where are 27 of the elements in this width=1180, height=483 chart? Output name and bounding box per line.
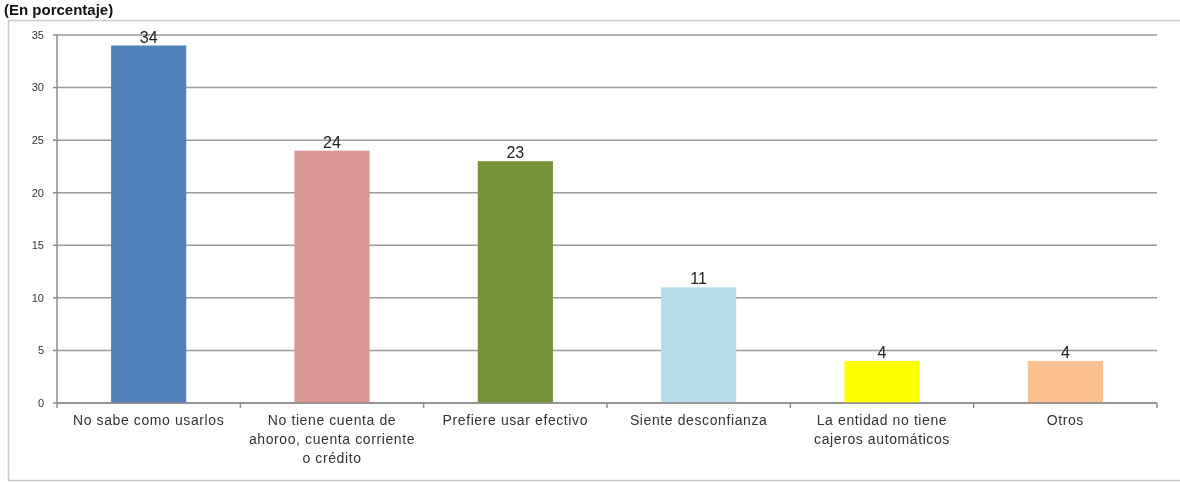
x-tick-label: Prefiere usar efectivo bbox=[442, 412, 589, 428]
x-tick-label: La entidad no tiene cajeros automáticos bbox=[814, 412, 950, 447]
y-tick-label: 10 bbox=[31, 291, 44, 304]
y-tick-label: 30 bbox=[31, 81, 44, 94]
y-tick-label: 35 bbox=[31, 28, 44, 41]
y-tick-label: 0 bbox=[37, 396, 44, 409]
y-tick-label: 5 bbox=[37, 344, 44, 357]
data-label: 24 bbox=[323, 133, 341, 151]
data-label: 23 bbox=[506, 144, 525, 162]
data-label: 4 bbox=[877, 343, 887, 361]
x-tick-label: No sabe como usarlos bbox=[73, 412, 225, 428]
chart-title: (En porcentaje) bbox=[4, 1, 114, 18]
data-label: 4 bbox=[1060, 343, 1070, 361]
bar bbox=[294, 150, 370, 403]
bar bbox=[844, 360, 920, 403]
y-tick-label: 25 bbox=[31, 133, 44, 146]
bar bbox=[111, 45, 187, 403]
data-label: 34 bbox=[139, 28, 158, 46]
x-tick-label: No tiene cuenta de ahoroo, cuenta corriente o crédito bbox=[248, 412, 416, 466]
data-label: 11 bbox=[690, 270, 708, 288]
bar bbox=[661, 287, 737, 403]
x-tick-label: Otros bbox=[1046, 412, 1084, 428]
y-tick-label: 20 bbox=[31, 186, 44, 199]
x-tick-label: Siente desconfianza bbox=[629, 412, 768, 428]
bar bbox=[1027, 360, 1103, 403]
bar bbox=[477, 161, 553, 403]
y-tick-label: 15 bbox=[31, 239, 44, 252]
